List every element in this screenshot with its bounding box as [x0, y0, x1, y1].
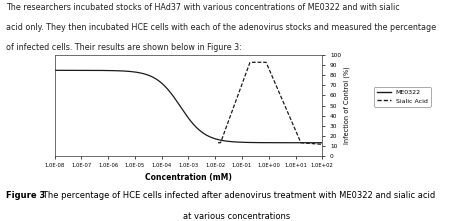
Y-axis label: Infection of Control (%): Infection of Control (%) [344, 67, 350, 144]
Text: Figure 3: Figure 3 [6, 191, 45, 200]
Legend: ME0322, Sialic Acid: ME0322, Sialic Acid [374, 87, 430, 107]
X-axis label: Concentration (mM): Concentration (mM) [145, 173, 232, 182]
Text: The researchers incubated stocks of HAd37 with various concentrations of ME0322 : The researchers incubated stocks of HAd3… [6, 3, 400, 12]
Text: at various concentrations: at various concentrations [183, 212, 291, 221]
Text: acid only. They then incubated HCE cells with each of the adenovirus stocks and : acid only. They then incubated HCE cells… [6, 23, 436, 32]
Text: The percentage of HCE cells infected after adenovirus treatment with ME0322 and : The percentage of HCE cells infected aft… [35, 191, 435, 200]
Text: of infected cells. Their results are shown below in Figure 3:: of infected cells. Their results are sho… [6, 43, 241, 52]
